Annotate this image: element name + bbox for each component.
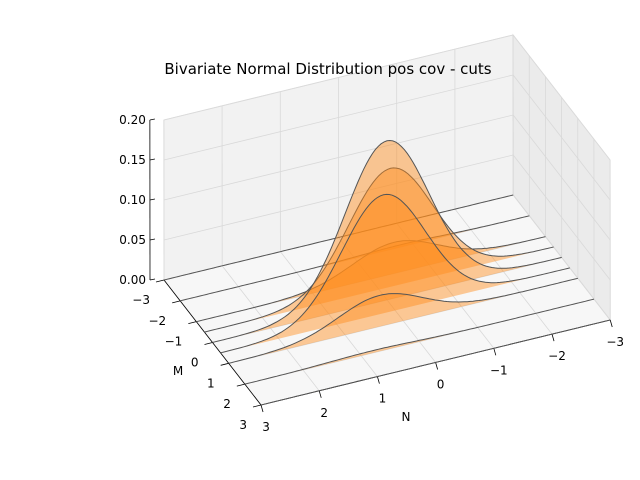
x-tick: [377, 376, 380, 384]
grid-line: [163, 114, 514, 201]
y-axis-label: M: [173, 364, 183, 378]
grid-line: [212, 257, 562, 343]
x-tick-label: 0: [437, 377, 445, 391]
y-tick: [188, 321, 197, 325]
series-area: [220, 194, 570, 353]
z-tick: [149, 238, 156, 241]
series-line: [204, 167, 554, 333]
series-line: [163, 194, 514, 281]
y-tick: [155, 279, 165, 283]
x-tick: [318, 390, 322, 398]
series-line: [244, 298, 595, 385]
series-line: [196, 236, 546, 323]
x-axis-label: N: [402, 410, 411, 424]
y-tick: [204, 342, 213, 345]
x-tick-label: −3: [606, 335, 624, 349]
grid-line: [512, 154, 611, 281]
z-tick: [149, 158, 155, 161]
x-tick-label: −2: [548, 349, 566, 363]
z-tick: [149, 118, 155, 121]
series-line: [228, 277, 579, 364]
series-line: [260, 319, 611, 406]
z-tick-label: 0.20: [119, 113, 146, 127]
grid-line: [512, 74, 611, 201]
x-tick: [609, 319, 613, 328]
x-tick-label: 1: [379, 392, 387, 406]
z-tick: [149, 198, 156, 201]
series-area: [204, 167, 554, 333]
x-tick: [493, 348, 497, 356]
y-tick-label: −2: [148, 314, 166, 328]
x-tick-label: 2: [320, 406, 328, 420]
series-area: [180, 215, 530, 301]
z-tick-label: 0.00: [119, 273, 146, 287]
y-tick: [172, 300, 181, 304]
series-area: [212, 140, 562, 343]
z-tick-label: 0.15: [119, 153, 146, 167]
chart-title: Bivariate Normal Distribution pos cov - …: [164, 60, 491, 78]
y-tick-label: −3: [132, 293, 150, 307]
grid-line: [512, 114, 611, 241]
z-tick-label: 0.05: [119, 233, 146, 247]
series-area: [244, 299, 595, 385]
y-tick-label: 0: [191, 355, 199, 369]
y-tick-label: 1: [207, 376, 215, 390]
x-tick-label: −1: [490, 363, 508, 377]
y-tick: [220, 362, 229, 366]
series-line: [220, 193, 570, 354]
series-area: [196, 236, 546, 322]
y-tick-label: 2: [223, 397, 231, 411]
y-tick-label: 3: [239, 418, 247, 432]
x-tick: [551, 334, 555, 342]
series-line: [180, 215, 530, 302]
series-line: [212, 139, 562, 343]
z-tick: [149, 278, 156, 281]
grid-line: [512, 34, 611, 161]
grid-line: [163, 74, 514, 161]
z-tick-label: 0.10: [119, 193, 146, 207]
x-tick: [260, 404, 264, 413]
y-tick: [252, 404, 262, 408]
y-tick: [236, 383, 245, 387]
x-tick: [435, 362, 439, 370]
grid-line: [163, 154, 514, 241]
x-tick-label: 3: [262, 420, 270, 434]
y-tick-label: −1: [165, 335, 183, 349]
series-area: [228, 278, 578, 364]
grid-line: [163, 34, 514, 121]
series-curves: [163, 139, 611, 406]
